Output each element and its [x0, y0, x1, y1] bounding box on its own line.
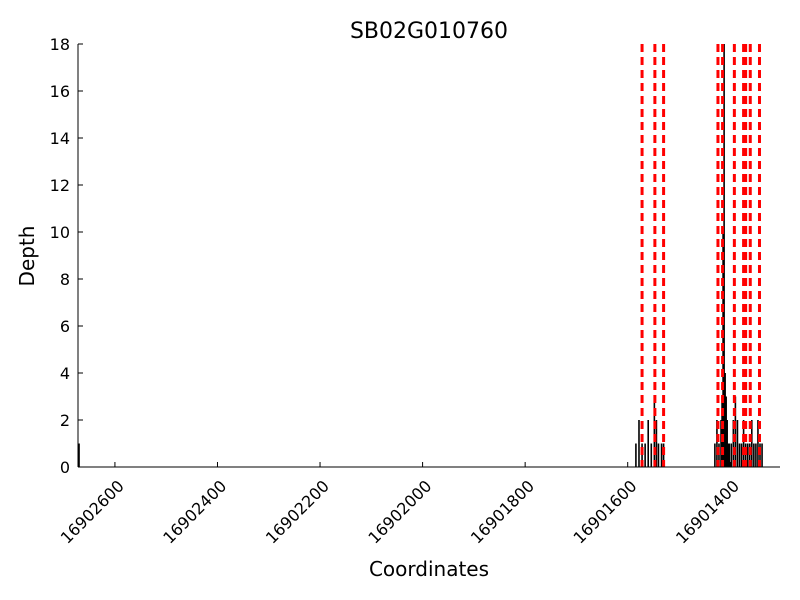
y-tick-label: 2: [60, 411, 70, 430]
x-tick-label: 16901400: [672, 476, 743, 547]
x-tick-label: 16901800: [467, 476, 538, 547]
x-tick-label: 16901600: [570, 476, 641, 547]
boundary-lines-group: [640, 44, 761, 467]
y-tick-label: 10: [50, 223, 70, 242]
y-tick-label: 4: [60, 364, 70, 383]
x-tick-label: 16902200: [262, 476, 333, 547]
y-ticks-group: 0 2 4 6 8 10 12 14 16 18: [50, 35, 83, 477]
y-tick-label: 18: [50, 35, 70, 54]
y-tick-label: 8: [60, 270, 70, 289]
bars-group: [78, 44, 763, 467]
y-tick-label: 0: [60, 458, 70, 477]
chart-title: SB02G010760: [350, 19, 508, 44]
x-ticks-group: 16902600 16902400 16902200 16902000 16901800…: [57, 462, 743, 547]
y-tick-label: 14: [50, 129, 70, 148]
y-axis-label: Depth: [15, 226, 39, 287]
x-tick-label: 16902000: [364, 476, 435, 547]
x-tick-label: 16902400: [159, 476, 230, 547]
x-tick-label: 16902600: [57, 476, 128, 547]
y-tick-label: 12: [50, 176, 70, 195]
x-axis-label: Coordinates: [369, 557, 489, 581]
y-tick-label: 6: [60, 317, 70, 336]
y-tick-label: 16: [50, 82, 70, 101]
